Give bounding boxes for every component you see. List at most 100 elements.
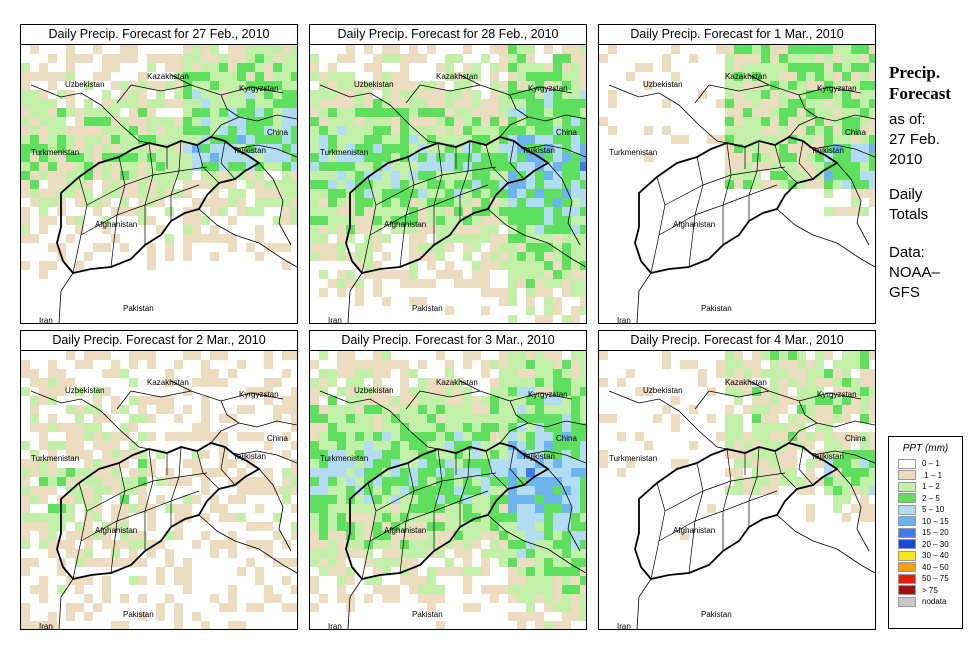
country-label-india: India xyxy=(835,322,853,323)
country-label-turkmenistan: Turkmenistan xyxy=(609,454,657,463)
forecast-panel-1: Daily Precip. Forecast for 27 Feb., 2010… xyxy=(20,24,298,324)
country-label-afghanistan: Afghanistan xyxy=(673,526,715,535)
country-label-kyrgyzstan: Kyrgyzstan xyxy=(239,84,279,93)
legend-label: 15 – 20 xyxy=(922,528,949,538)
legend-row: 40 – 50 xyxy=(898,562,962,574)
country-label-afghanistan: Afghanistan xyxy=(384,526,426,535)
legend-label: 5 – 10 xyxy=(922,505,945,515)
legend-label: 50 – 75 xyxy=(922,574,949,584)
country-label-afghanistan: Afghanistan xyxy=(673,220,715,229)
country-label-kyrgyzstan: Kyrgyzstan xyxy=(817,390,857,399)
legend-swatch xyxy=(898,539,916,550)
legend-label: > 75 xyxy=(922,585,938,595)
country-label-iran: Iran xyxy=(617,622,631,629)
legend-row: 5 – 10 xyxy=(898,504,962,516)
country-label-kyrgyzstan: Kyrgyzstan xyxy=(528,390,568,399)
legend-row: 10 – 15 xyxy=(898,516,962,528)
data-line1: Data: xyxy=(889,244,925,261)
country-label-pakistan: Pakistan xyxy=(412,610,443,619)
legend-label: 1 – 2 xyxy=(922,482,940,492)
legend-swatch xyxy=(898,550,916,561)
forecast-panel-3: Daily Precip. Forecast for 1 Mar., 2010 … xyxy=(598,24,876,324)
data-line2: NOAA– xyxy=(889,264,940,281)
legend-label: 20 – 30 xyxy=(922,539,949,549)
country-label-tajikistan: Tajikistan xyxy=(811,452,844,461)
afghanistan-border xyxy=(345,442,550,580)
country-label-turkmenistan: Turkmenistan xyxy=(31,454,79,463)
as-of-year: 2010 xyxy=(889,151,923,168)
country-label-india: India xyxy=(257,628,275,629)
country-label-kazakhstan: Kazakhstan xyxy=(436,72,478,81)
legend-swatch xyxy=(898,585,916,596)
legend-label: .1 – 1 xyxy=(922,470,943,480)
legend-row: > 75 xyxy=(898,585,962,597)
forecast-panel-6: Daily Precip. Forecast for 4 Mar., 2010 … xyxy=(598,330,876,630)
afghanistan-border xyxy=(634,442,839,580)
legend-row: .1 – 1 xyxy=(898,470,962,482)
country-label-uzbekistan: Uzbekistan xyxy=(643,386,683,395)
afghanistan-border xyxy=(56,136,261,274)
data-line3: GFS xyxy=(889,284,920,301)
legend-row: 50 – 75 xyxy=(898,573,962,585)
legend-row: 30 – 40 xyxy=(898,550,962,562)
legend-label: 2 – 5 xyxy=(922,493,940,503)
country-label-iran: Iran xyxy=(39,622,53,629)
country-label-uzbekistan: Uzbekistan xyxy=(65,386,105,395)
panel-title: Daily Precip. Forecast for 2 Mar., 2010 xyxy=(21,331,297,351)
legend-row: 15 – 20 xyxy=(898,527,962,539)
as-of-label: as of: xyxy=(889,111,926,128)
country-label-turkmenistan: Turkmenistan xyxy=(320,148,368,157)
daily-line2: Totals xyxy=(889,206,929,223)
legend-label: 40 – 50 xyxy=(922,562,949,572)
country-label-uzbekistan: Uzbekistan xyxy=(643,80,683,89)
sidebar-title-line1: Precip. xyxy=(889,63,941,82)
panel-title: Daily Precip. Forecast for 28 Feb., 2010 xyxy=(310,25,586,45)
sidebar-title: Precip. Forecast xyxy=(889,62,951,104)
legend-swatch xyxy=(898,481,916,492)
country-label-kazakhstan: Kazakhstan xyxy=(725,378,767,387)
forecast-panel-4: Daily Precip. Forecast for 2 Mar., 2010 … xyxy=(20,330,298,630)
legend-title: PPT (mm) xyxy=(902,443,949,454)
country-label-afghanistan: Afghanistan xyxy=(384,220,426,229)
precip-map: Uzbekistan Kazakhstan Kyrgyzstan ChinaTajik… xyxy=(599,351,875,629)
country-label-china: China xyxy=(556,128,577,137)
precip-map: Uzbekistan Kazakhstan Kyrgyzstan ChinaTajik… xyxy=(21,45,297,323)
country-label-uzbekistan: Uzbekistan xyxy=(354,80,394,89)
precip-map: Uzbekistan Kazakhstan Kyrgyzstan ChinaTajik… xyxy=(310,45,586,323)
precip-map: Uzbekistan Kazakhstan Kyrgyzstan ChinaTajik… xyxy=(599,45,875,323)
country-label-kazakhstan: Kazakhstan xyxy=(725,72,767,81)
precip-grid xyxy=(21,45,297,279)
country-label-kyrgyzstan: Kyrgyzstan xyxy=(528,84,568,93)
country-label-india: India xyxy=(835,628,853,629)
afghanistan-border xyxy=(345,136,550,274)
legend-row: 2 – 5 xyxy=(898,493,962,505)
country-label-pakistan: Pakistan xyxy=(701,610,732,619)
legend-swatch xyxy=(898,504,916,515)
country-label-turkmenistan: Turkmenistan xyxy=(609,148,657,157)
legend-row: 20 – 30 xyxy=(898,539,962,551)
country-label-iran: Iran xyxy=(328,622,342,629)
country-label-uzbekistan: Uzbekistan xyxy=(354,386,394,395)
country-label-kazakhstan: Kazakhstan xyxy=(436,378,478,387)
country-label-turkmenistan: Turkmenistan xyxy=(320,454,368,463)
country-label-uzbekistan: Uzbekistan xyxy=(65,80,105,89)
legend-swatch xyxy=(898,516,916,527)
country-label-china: China xyxy=(845,434,866,443)
panel-title: Daily Precip. Forecast for 3 Mar., 2010 xyxy=(310,331,586,351)
sidebar-title-line2: Forecast xyxy=(889,84,951,103)
as-of-date: 27 Feb. xyxy=(889,131,940,148)
country-label-kazakhstan: Kazakhstan xyxy=(147,378,189,387)
precip-map: Uzbekistan Kazakhstan Kyrgyzstan ChinaTajik… xyxy=(21,351,297,629)
country-label-tajikistan: Tajikistan xyxy=(233,452,266,461)
country-label-china: China xyxy=(267,128,288,137)
country-label-afghanistan: Afghanistan xyxy=(95,526,137,535)
country-label-kazakhstan: Kazakhstan xyxy=(147,72,189,81)
precip-grid xyxy=(21,351,297,629)
daily-line1: Daily xyxy=(889,186,923,203)
legend-label: 30 – 40 xyxy=(922,551,949,561)
country-label-kyrgyzstan: Kyrgyzstan xyxy=(817,84,857,93)
precip-grid xyxy=(599,45,875,216)
precip-map: Uzbekistan Kazakhstan Kyrgyzstan ChinaTajik… xyxy=(310,351,586,629)
legend-label: nodata xyxy=(922,597,947,607)
legend-swatch xyxy=(898,527,916,538)
